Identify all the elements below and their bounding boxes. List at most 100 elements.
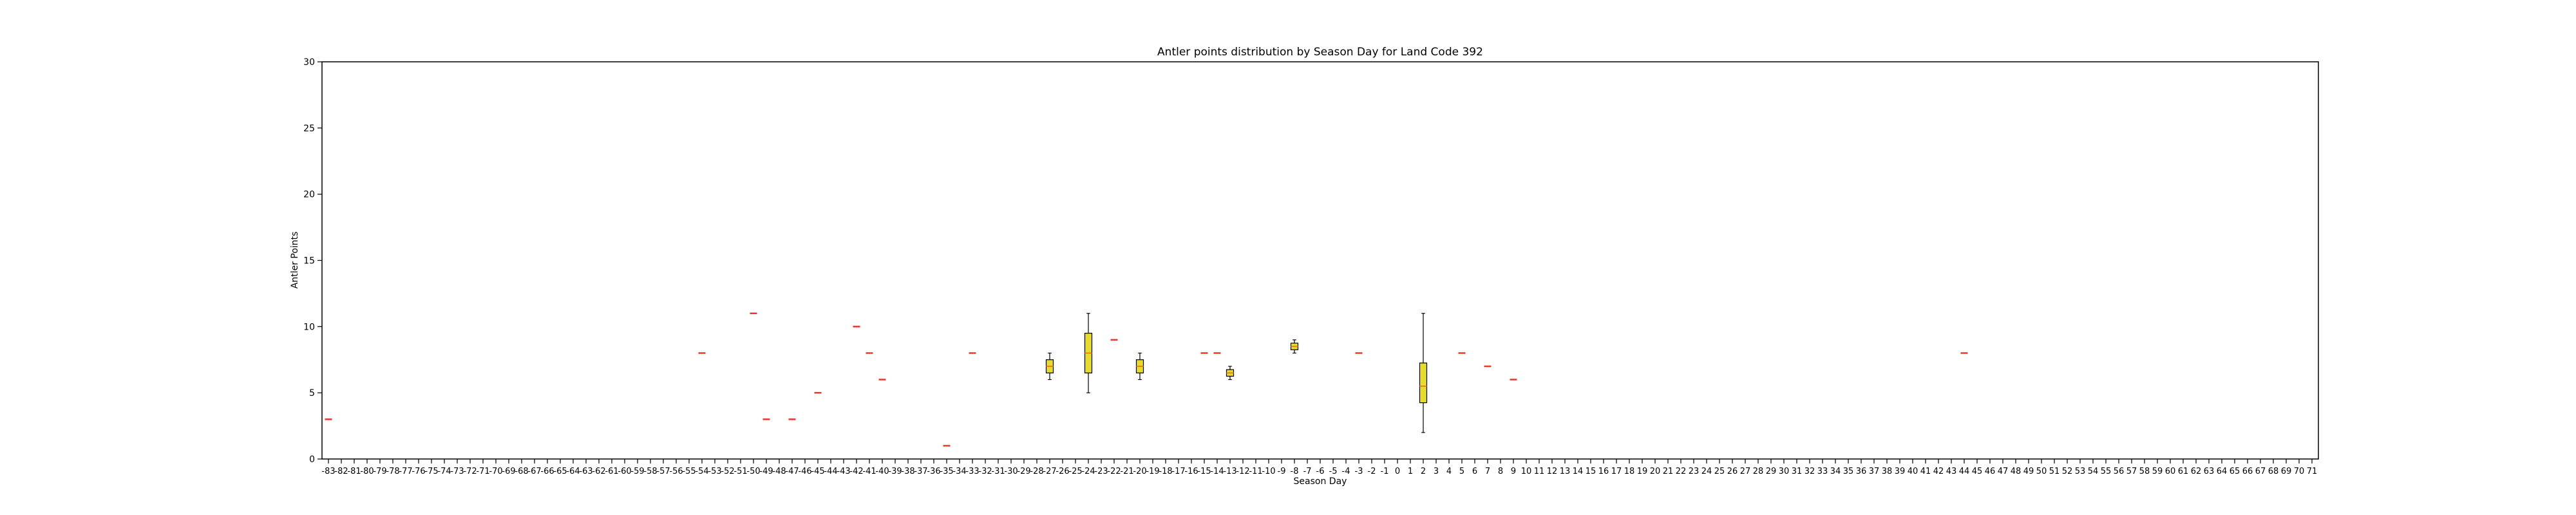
x-tick-label: 64 [2217, 467, 2228, 476]
x-tick-label: -52 [721, 467, 734, 476]
x-tick-label: 13 [1560, 467, 1571, 476]
x-tick-label: -24 [1081, 467, 1095, 476]
x-tick-label: 51 [2049, 467, 2060, 476]
x-tick-label: -36 [927, 467, 940, 476]
x-tick-label: 44 [1959, 467, 1970, 476]
x-tick-label: 31 [1792, 467, 1803, 476]
x-tick-label: -60 [618, 467, 631, 476]
x-tick-label: 54 [2088, 467, 2099, 476]
y-tick-label: 25 [303, 124, 315, 134]
x-axis-ticks: -83-82-81-80-79-78-77-76-75-74-73-72-71-… [321, 459, 2317, 476]
x-tick-label: 14 [1573, 467, 1584, 476]
x-tick-label: -20 [1133, 467, 1146, 476]
box-marks [325, 312, 1968, 447]
x-tick-label: -15 [1197, 467, 1211, 476]
box-day--20 [1135, 352, 1144, 380]
x-tick-label: 53 [2075, 467, 2086, 476]
x-tick-label: 69 [2281, 467, 2292, 476]
x-tick-label: -71 [476, 467, 489, 476]
x-tick-label: -78 [386, 467, 399, 476]
x-tick-label: -16 [1184, 467, 1198, 476]
x-tick-label: 52 [2062, 467, 2073, 476]
x-tick-label: 29 [1766, 467, 1777, 476]
x-tick-label: 6 [1472, 467, 1477, 476]
x-tick-label: -69 [502, 467, 515, 476]
x-tick-label: -53 [708, 467, 721, 476]
x-tick-label: 18 [1624, 467, 1635, 476]
x-tick-label: 34 [1830, 467, 1841, 476]
x-tick-label: 48 [2011, 467, 2022, 476]
x-tick-label: -47 [785, 467, 799, 476]
y-tick-label: 5 [309, 388, 315, 398]
x-tick-label: -58 [643, 467, 657, 476]
x-tick-label: -59 [630, 467, 644, 476]
x-tick-label: 55 [2101, 467, 2112, 476]
x-tick-label: 7 [1485, 467, 1490, 476]
x-tick-label: 10 [1521, 467, 1532, 476]
y-tick-label: 30 [303, 57, 315, 68]
x-tick-label: -82 [334, 467, 348, 476]
x-tick-label: -66 [540, 467, 554, 476]
x-tick-label: -22 [1107, 467, 1121, 476]
x-tick-label: -55 [682, 467, 696, 476]
x-tick-label: -2 [1368, 467, 1376, 476]
x-tick-label: 39 [1895, 467, 1906, 476]
plot-area [321, 61, 2319, 460]
x-tick-label: 37 [1869, 467, 1880, 476]
x-tick-label: 70 [2294, 467, 2305, 476]
x-tick-label: -12 [1236, 467, 1249, 476]
x-tick-label: 36 [1856, 467, 1867, 476]
x-tick-label: -72 [463, 467, 477, 476]
x-tick-label: 2 [1421, 467, 1426, 476]
x-tick-label: 12 [1547, 467, 1558, 476]
x-tick-label: 16 [1598, 467, 1609, 476]
box-day--24 [1084, 313, 1093, 393]
iqr-box [1419, 362, 1428, 404]
x-tick-label: -48 [772, 467, 786, 476]
x-tick-label: -68 [515, 467, 528, 476]
y-axis-ticks: 0 5 10 15 20 25 30 [303, 57, 322, 465]
x-tick-label: 67 [2255, 467, 2266, 476]
box-day--8 [1290, 339, 1299, 354]
x-tick-label: 25 [1714, 467, 1725, 476]
x-tick-label: 47 [1998, 467, 2009, 476]
x-tick-label: -25 [1068, 467, 1082, 476]
x-tick-label: -37 [914, 467, 927, 476]
x-tick-label: 4 [1446, 467, 1452, 476]
x-tick-label: -63 [579, 467, 592, 476]
x-tick-label: -17 [1171, 467, 1185, 476]
x-tick-label: 1 [1408, 467, 1413, 476]
axes [321, 61, 2319, 460]
x-tick-label: 61 [2178, 467, 2189, 476]
x-tick-label: 26 [1727, 467, 1738, 476]
x-tick-label: -40 [875, 467, 889, 476]
x-tick-label: -38 [901, 467, 914, 476]
chart-title: Antler points distribution by Season Day… [1157, 46, 1483, 59]
x-tick-label: -79 [373, 467, 386, 476]
x-tick-label: 49 [2023, 467, 2034, 476]
x-tick-label: -73 [450, 467, 464, 476]
x-tick-label: -65 [553, 467, 567, 476]
x-tick-label: 43 [1946, 467, 1957, 476]
x-tick-label: -1 [1381, 467, 1389, 476]
x-tick-label: -43 [837, 467, 850, 476]
x-tick-label: 11 [1534, 467, 1545, 476]
y-tick-label: 20 [303, 190, 315, 200]
x-axis-label: Season Day [1294, 476, 1347, 487]
x-tick-label: 24 [1701, 467, 1712, 476]
x-tick-label: -42 [849, 467, 863, 476]
x-tick-label: 28 [1753, 467, 1764, 476]
x-tick-label: -7 [1303, 467, 1312, 476]
x-tick-label: -35 [940, 467, 953, 476]
x-tick-label: 20 [1650, 467, 1661, 476]
x-tick-label: 50 [2036, 467, 2047, 476]
x-tick-label: 66 [2242, 467, 2253, 476]
x-tick-label: -33 [965, 467, 979, 476]
x-tick-label: -6 [1316, 467, 1325, 476]
x-tick-label: -45 [811, 467, 824, 476]
x-tick-label: 5 [1459, 467, 1464, 476]
x-tick-label: -10 [1262, 467, 1275, 476]
x-tick-label: 27 [1740, 467, 1751, 476]
x-tick-label: -14 [1210, 467, 1224, 476]
